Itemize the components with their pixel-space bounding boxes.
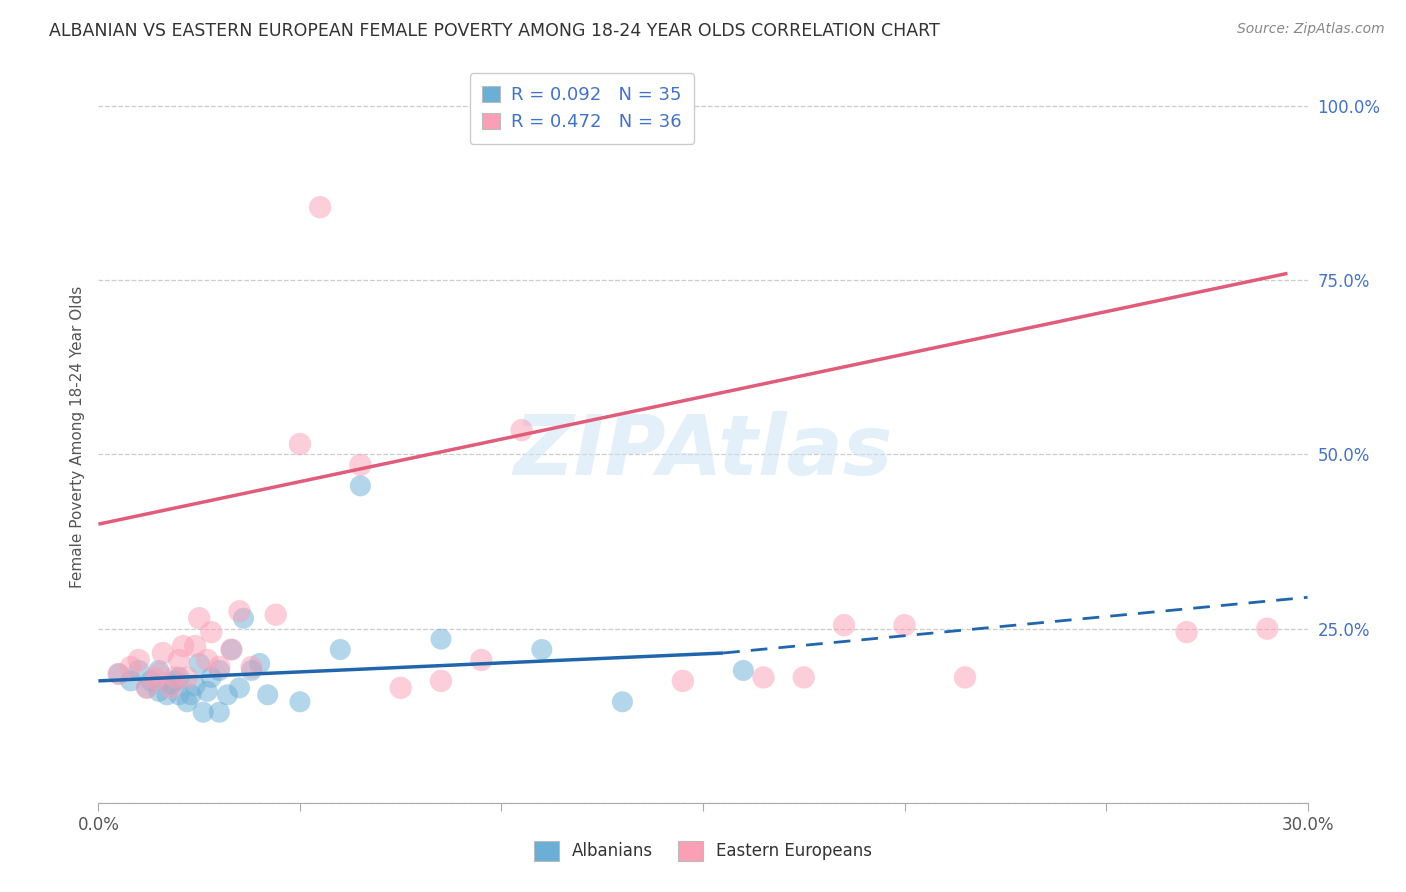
Point [107,667,129,681]
Point [176,670,198,684]
Point [163,670,186,684]
Point [184,639,207,653]
Point [264,607,287,622]
Point [163,673,186,688]
Point [184,679,207,693]
Point [612,695,634,709]
Point [167,653,190,667]
Point [288,695,311,709]
Point [148,667,170,681]
Point [221,642,243,657]
Point [470,653,492,667]
Point [672,673,695,688]
Point [228,681,250,695]
Point [832,618,855,632]
Point [148,664,170,678]
Point [180,688,202,702]
Point [208,660,231,674]
Point [152,646,174,660]
Point [188,611,211,625]
Point [733,664,755,678]
Point [893,618,915,632]
Point [309,200,332,214]
Point [389,681,412,695]
Point [176,695,198,709]
Point [195,684,218,698]
Point [160,681,183,695]
Point [193,705,215,719]
Point [120,660,142,674]
Point [195,653,218,667]
Point [221,642,243,657]
Point [167,688,190,702]
Point [200,670,222,684]
Text: ZIPAtlas: ZIPAtlas [513,411,893,492]
Point [530,642,553,657]
Point [120,673,142,688]
Point [430,673,453,688]
Point [172,639,194,653]
Point [953,670,976,684]
Point [1256,622,1278,636]
Point [208,664,231,678]
Point [156,688,179,702]
Point [240,664,263,678]
Point [752,670,775,684]
Point [288,437,311,451]
Point [167,670,190,684]
Point [128,664,150,678]
Point [148,684,170,698]
Text: ALBANIAN VS EASTERN EUROPEAN FEMALE POVERTY AMONG 18-24 YEAR OLDS CORRELATION CH: ALBANIAN VS EASTERN EUROPEAN FEMALE POVE… [49,22,941,40]
Point [107,667,129,681]
Point [349,458,371,472]
Point [256,688,278,702]
Y-axis label: Female Poverty Among 18-24 Year Olds: Female Poverty Among 18-24 Year Olds [69,286,84,588]
Point [217,688,239,702]
Point [240,660,263,674]
Point [160,677,183,691]
Point [228,604,250,618]
Point [135,681,157,695]
Point [188,657,211,671]
Point [329,642,352,657]
Point [200,625,222,640]
Point [349,479,371,493]
Point [232,611,254,625]
Point [128,653,150,667]
Point [510,423,533,437]
Point [1175,625,1198,640]
Point [143,672,166,686]
Point [430,632,453,646]
Point [249,657,271,671]
Point [139,673,162,688]
Legend: Albanians, Eastern Europeans: Albanians, Eastern Europeans [527,834,879,868]
Text: Source: ZipAtlas.com: Source: ZipAtlas.com [1237,22,1385,37]
Point [135,681,157,695]
Point [793,670,815,684]
Point [208,705,231,719]
